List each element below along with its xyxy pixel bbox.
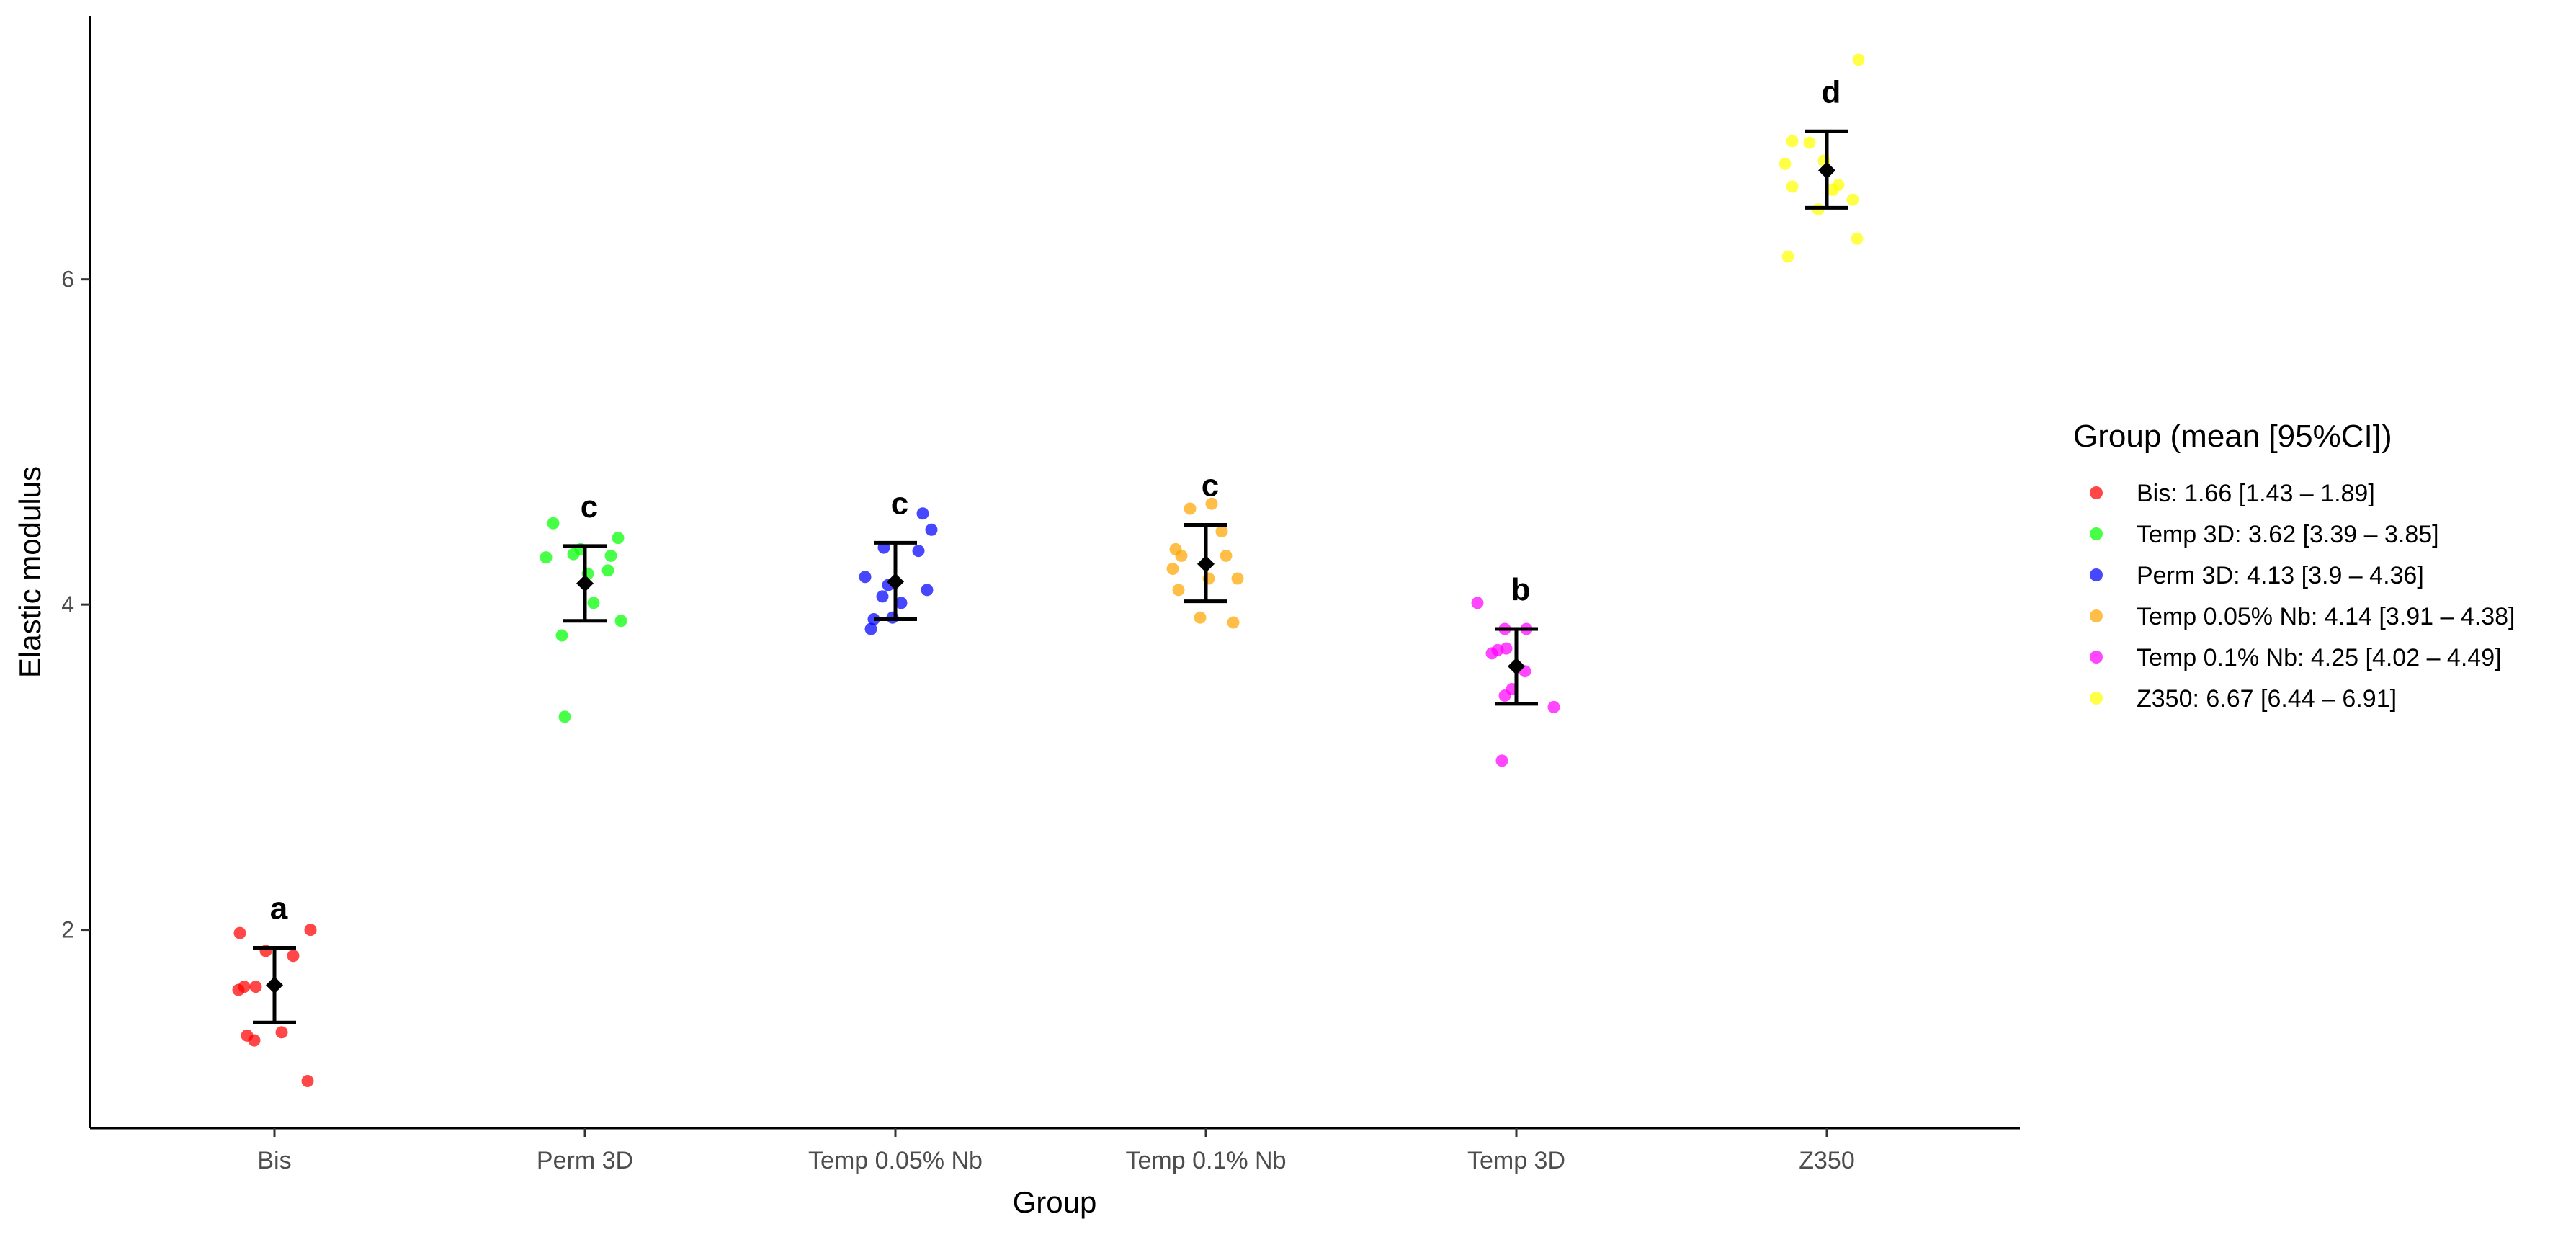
- significance-letter: b: [1511, 572, 1531, 607]
- data-point: [1471, 597, 1484, 609]
- legend: Group (mean [95%CI]) Bis: 1.66 [1.43 – 1…: [2073, 419, 2515, 713]
- significance-letter: d: [1822, 74, 1841, 110]
- legend-label: Perm 3D: 4.13 [3.9 – 4.36]: [2137, 562, 2424, 589]
- data-point: [1500, 642, 1513, 655]
- legend-label: Z350: 6.67 [6.44 – 6.91]: [2137, 685, 2397, 713]
- data-point: [859, 571, 872, 584]
- data-point: [1166, 562, 1179, 575]
- x-tick-label: Z350: [1799, 1147, 1855, 1174]
- legend-entries: Bis: 1.66 [1.43 – 1.89] Temp 3D: 3.62 [3.…: [2090, 480, 2515, 713]
- data-point: [1205, 497, 1218, 510]
- significance-letters: a c c c b d: [270, 74, 1841, 926]
- legend-key: [2090, 486, 2103, 499]
- data-point: [567, 548, 580, 561]
- data-point: [1485, 647, 1498, 660]
- data-point: [558, 710, 571, 723]
- data-point: [238, 981, 251, 993]
- legend-label: Temp 3D: 3.62 [3.39 – 3.85]: [2137, 521, 2439, 548]
- y-tick-label: 4: [61, 591, 74, 617]
- legend-key: [2090, 651, 2103, 664]
- data-point: [916, 507, 929, 520]
- data-point: [587, 597, 600, 609]
- x-tick-label: Temp 0.1% Nb: [1126, 1147, 1287, 1174]
- y-axis: 2 4 6: [61, 267, 90, 943]
- mean-marker: [576, 574, 594, 592]
- data-point: [1786, 180, 1799, 193]
- mean-marker: [887, 573, 904, 591]
- data-point: [547, 517, 560, 530]
- data-point: [1803, 136, 1816, 149]
- data-point: [877, 541, 890, 554]
- data-point: [301, 1075, 314, 1088]
- x-tick-label: Bis: [257, 1147, 291, 1174]
- data-point: [925, 523, 938, 536]
- data-point: [304, 924, 317, 937]
- data-point: [540, 551, 553, 564]
- x-tick-label: Perm 3D: [537, 1147, 633, 1174]
- data-point: [1495, 754, 1508, 767]
- mean-marker: [266, 976, 283, 994]
- data-point: [876, 590, 889, 603]
- data-point: [1547, 700, 1560, 713]
- significance-letter: c: [1202, 468, 1219, 504]
- significance-letter: c: [581, 489, 598, 524]
- data-point: [1781, 250, 1794, 263]
- data-point: [1779, 157, 1792, 170]
- data-point: [1851, 232, 1864, 245]
- legend-label: Temp 0.05% Nb: 4.14 [3.91 – 4.38]: [2137, 603, 2515, 630]
- data-point: [612, 532, 625, 545]
- legend-key: [2090, 692, 2103, 705]
- data-point: [1227, 616, 1240, 629]
- y-tick-label: 6: [61, 267, 74, 292]
- summary-layer: [253, 129, 1848, 1024]
- data-point: [1172, 584, 1185, 597]
- x-tick-label: Temp 3D: [1467, 1147, 1565, 1174]
- legend-key: [2090, 527, 2103, 540]
- significance-letter: a: [270, 890, 288, 926]
- significance-letter: c: [891, 486, 908, 521]
- data-point: [1786, 135, 1799, 148]
- data-point: [864, 622, 877, 635]
- data-point: [614, 615, 627, 628]
- data-point: [1852, 53, 1865, 66]
- data-point: [1215, 525, 1228, 538]
- data-point: [1194, 611, 1207, 624]
- data-point: [1231, 572, 1244, 585]
- data-point: [1498, 689, 1511, 702]
- legend-key: [2090, 568, 2103, 581]
- data-point: [1175, 549, 1188, 562]
- data-point: [895, 597, 908, 609]
- mean-marker: [1508, 657, 1525, 675]
- y-tick-label: 2: [61, 917, 74, 943]
- data-point: [275, 1026, 288, 1039]
- data-point: [555, 629, 568, 642]
- points-layer: [232, 53, 1865, 1088]
- data-point: [604, 549, 617, 562]
- y-axis-title: Elastic modulus: [13, 466, 47, 678]
- data-point: [1220, 549, 1233, 562]
- data-point: [249, 981, 262, 993]
- data-point: [912, 545, 925, 558]
- mean-marker: [1818, 161, 1835, 179]
- data-point: [1826, 184, 1839, 197]
- data-point: [287, 950, 300, 963]
- x-axis-title: Group: [1013, 1185, 1097, 1219]
- data-point: [921, 584, 934, 597]
- data-point: [248, 1034, 261, 1047]
- legend-label: Temp 0.1% Nb: 4.25 [4.02 – 4.49]: [2137, 644, 2502, 671]
- legend-key: [2090, 609, 2103, 622]
- x-axis: Bis Perm 3D Temp 0.05% Nb Temp 0.1% Nb Temp …: [257, 1128, 1855, 1174]
- legend-title: Group (mean [95%CI]): [2073, 419, 2392, 454]
- x-tick-label: Temp 0.05% Nb: [808, 1147, 983, 1174]
- data-point: [1184, 502, 1197, 515]
- data-point: [233, 926, 246, 939]
- data-point: [601, 564, 614, 577]
- data-point: [1846, 193, 1859, 206]
- mean-marker: [1197, 555, 1215, 573]
- legend-label: Bis: 1.66 [1.43 – 1.89]: [2137, 480, 2375, 507]
